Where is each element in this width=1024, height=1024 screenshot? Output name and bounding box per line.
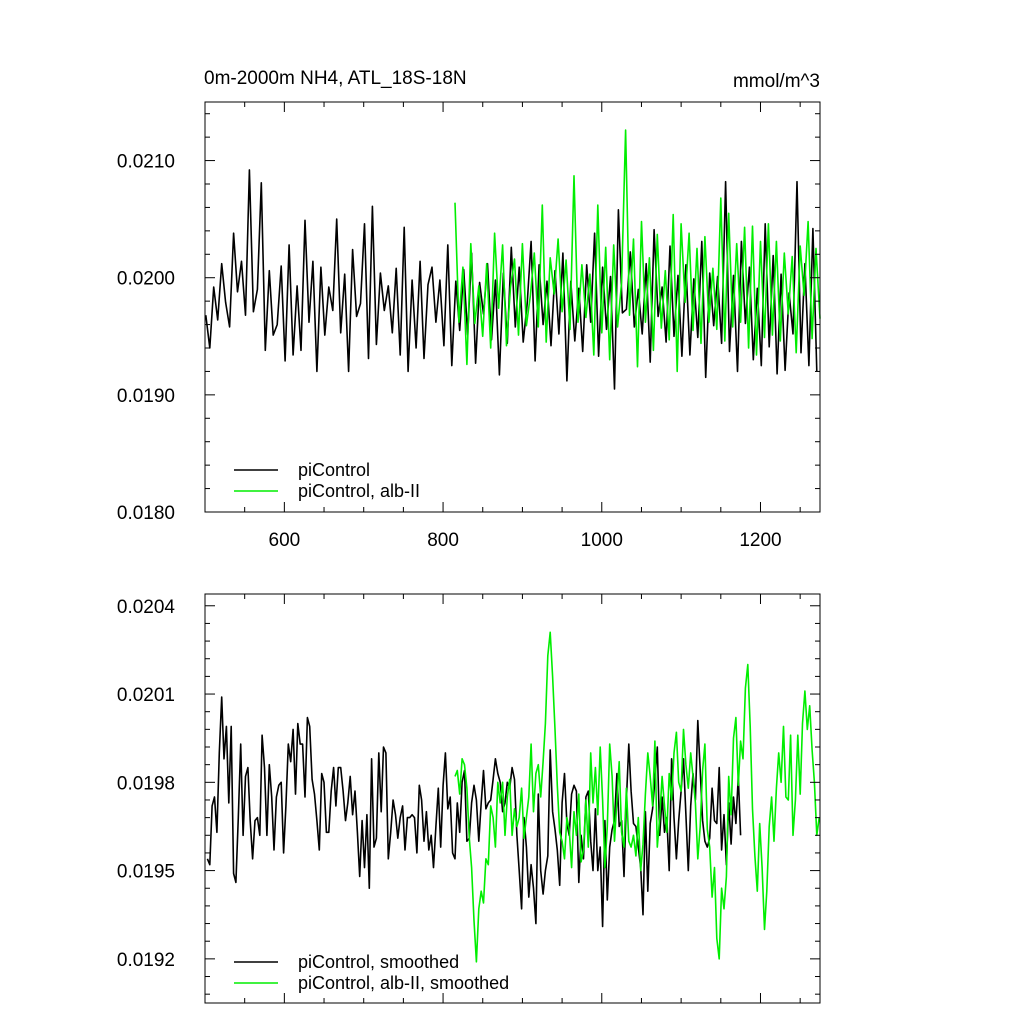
- top-y-tick-label: 0.0190: [117, 386, 175, 407]
- top-x-tick-label: 600: [269, 530, 301, 551]
- legend-label-picontrol-smoothed: piControl, smoothed: [298, 952, 459, 972]
- top-y-tick-label: 0.0210: [117, 152, 175, 173]
- top-ticks-layer: [204, 102, 820, 513]
- top-legend: piControl piControl, alb-II: [234, 460, 420, 501]
- top-plot-frame: [204, 101, 821, 513]
- top-x-tick-label: 800: [427, 530, 459, 551]
- top-y-tick-label: 0.0180: [117, 503, 175, 524]
- bottom-series-1-line: [454, 631, 820, 963]
- legend-label-alb-smoothed: piControl, alb-II, smoothed: [298, 973, 509, 993]
- bottom-plot-frame: [204, 593, 821, 1004]
- top-tick-labels: 600 800 1000 1200 0.0180 0.0190 0.0200 0.0210: [117, 152, 782, 551]
- legend-label-alb: piControl, alb-II: [298, 481, 420, 501]
- top-y-tick-label: 0.0200: [117, 269, 175, 290]
- bottom-series-layer: [206, 631, 820, 963]
- top-x-tick-label: 1000: [581, 530, 623, 551]
- bottom-tick-labels: 0.0192 0.0195 0.0198 0.0201 0.0204: [117, 597, 176, 971]
- top-panel-units: mmol/m^3: [733, 71, 820, 92]
- top-series-1-line: [454, 129, 821, 373]
- bottom-y-tick-label: 0.0192: [117, 950, 175, 971]
- top-series-layer: [205, 129, 821, 390]
- bottom-ticks-layer: [204, 594, 820, 1003]
- bottom-panel: 0.0192 0.0195 0.0198 0.0201 0.0204 piControl…: [117, 593, 821, 1004]
- bottom-y-tick-label: 0.0195: [117, 862, 175, 883]
- top-panel: 0m-2000m NH4, ATL_18S-18N mmol/m^3 600 80…: [117, 68, 821, 551]
- bottom-y-tick-label: 0.0201: [117, 685, 175, 706]
- bottom-y-tick-label: 0.0204: [117, 597, 176, 618]
- top-panel-title: 0m-2000m NH4, ATL_18S-18N: [204, 68, 467, 89]
- top-x-tick-label: 1200: [739, 530, 781, 551]
- legend-label-picontrol: piControl: [298, 460, 370, 480]
- bottom-y-tick-label: 0.0198: [117, 773, 175, 794]
- bottom-series-0-line: [206, 696, 742, 928]
- bottom-legend: piControl, smoothed piControl, alb-II, s…: [234, 952, 509, 993]
